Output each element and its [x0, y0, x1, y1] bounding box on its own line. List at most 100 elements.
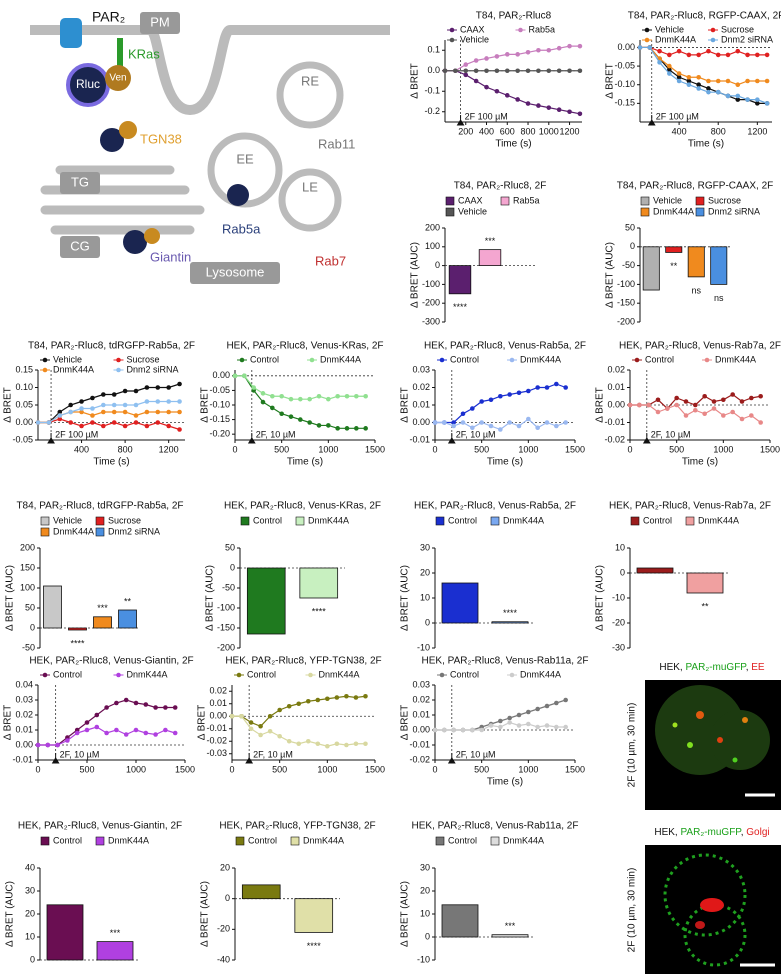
data-point: [563, 385, 568, 390]
data-point: [258, 732, 263, 738]
data-point: [696, 74, 701, 80]
title-part: PAR₂-muGFP: [686, 662, 748, 673]
data-point: [143, 702, 149, 707]
treatment-arrow: [447, 753, 456, 764]
data-point: [567, 109, 572, 115]
y-axis-label: Δ BRET (AUC): [200, 881, 211, 947]
y-tick-label: -30: [612, 642, 625, 652]
data-point: [535, 425, 540, 431]
legend-marker: [308, 672, 313, 678]
data-point: [536, 103, 541, 108]
legend-label: DnmK44A: [53, 364, 94, 374]
chart-title: HEK, PAR₂-Rluc8, Venus-Rab7a, 2F: [619, 341, 781, 352]
data-point: [665, 406, 670, 411]
y-tick-label: 0.01: [15, 724, 33, 734]
data-point: [554, 381, 559, 387]
y-tick-label: -0.01: [206, 723, 227, 733]
data-point: [488, 397, 494, 403]
y-tick-label: -20: [217, 924, 230, 934]
le-label: LE: [302, 179, 318, 194]
data-point: [657, 60, 662, 65]
chart-title: HEK, PAR₂-Rluc8, Venus-Giantin, 2F: [18, 821, 182, 832]
y-axis-label: Δ BRET (AUC): [605, 242, 616, 308]
legend-swatch: [445, 207, 455, 217]
data-point: [166, 423, 171, 429]
data-point: [335, 426, 340, 431]
y-tick-label: -200: [617, 316, 635, 326]
data-point: [316, 393, 322, 399]
legend-label: DnmK44A: [320, 354, 361, 364]
legend-marker: [634, 357, 640, 363]
data-point: [155, 409, 161, 415]
data-point: [101, 423, 106, 429]
treatment-arrow: [245, 753, 254, 764]
data-point: [298, 396, 303, 402]
data-point: [277, 707, 282, 713]
annotation: 2F, 10 µM: [256, 429, 296, 439]
data-point: [749, 395, 754, 401]
legend-swatch: [435, 516, 445, 526]
legend-swatch: [40, 516, 50, 526]
data-point: [696, 52, 701, 58]
data-point: [715, 89, 721, 95]
data-point: [507, 392, 512, 397]
y-tick-label: 20: [25, 908, 35, 918]
bar: [93, 616, 112, 629]
y-axis-label: Δ BRET: [595, 387, 606, 423]
data-point: [535, 385, 540, 390]
spot: [696, 711, 704, 719]
x-tick-label: 600: [500, 126, 515, 136]
data-point: [479, 399, 484, 404]
y-tick-label: -200: [217, 642, 235, 652]
data-point: [122, 402, 128, 408]
data-point: [526, 388, 531, 394]
data-point: [755, 101, 760, 106]
legend-label: DnmK44A: [503, 835, 544, 845]
data-point: [498, 427, 503, 432]
y-tick-label: -0.2: [424, 106, 440, 116]
data-point: [721, 413, 726, 418]
y-tick-label: 0.01: [412, 709, 430, 719]
data-point: [577, 43, 583, 49]
data-point: [473, 78, 479, 84]
legend-label: Control: [450, 669, 479, 679]
data-point: [544, 723, 550, 728]
x-tick-label: 1000: [317, 764, 337, 774]
legend-swatch: [235, 836, 245, 846]
legend-label: DnmK44A: [503, 515, 544, 525]
data-point: [676, 71, 682, 76]
receptor-tg: [100, 128, 124, 152]
data-point: [460, 420, 466, 425]
data-point: [172, 730, 178, 736]
chart-title: T84, PAR₂-Rluc8, RGFP-CAAX, 2F: [628, 11, 781, 22]
data-point: [526, 416, 531, 422]
y-tick-label: 0.1: [427, 45, 440, 55]
data-point: [68, 409, 73, 415]
data-point: [133, 388, 139, 394]
y-tick-label: -0.05: [12, 434, 33, 444]
legend-swatch: [500, 196, 510, 206]
annotation: 2F, 10 µM: [60, 749, 100, 759]
data-point: [473, 68, 479, 74]
chart-title: HEK, PAR₂-Rluc8, YFP-TGN38, 2F: [219, 821, 375, 832]
legend-label: DnmK44A: [520, 354, 561, 364]
data-point: [676, 48, 682, 54]
annotation: 2F 100 µM: [465, 111, 508, 121]
data-point: [279, 393, 284, 399]
data-point: [296, 741, 302, 747]
y-axis-label: Δ BRET: [400, 705, 411, 741]
data-point: [546, 68, 552, 74]
data-point: [504, 93, 510, 98]
y-tick-label: -0.01: [604, 417, 625, 427]
data-point: [637, 45, 643, 50]
chart-title: T84, PAR₂-Rluc8, tdRGFP-Rab5a, 2F: [16, 501, 183, 512]
data-point: [353, 741, 359, 747]
y-tick-label: 0.03: [412, 364, 430, 374]
data-point: [470, 727, 475, 733]
data-point: [686, 78, 692, 84]
data-point: [111, 402, 117, 408]
data-point: [764, 78, 770, 84]
y-tick-label: -10: [417, 954, 430, 964]
legend-marker: [644, 27, 650, 33]
data-point: [667, 67, 672, 73]
